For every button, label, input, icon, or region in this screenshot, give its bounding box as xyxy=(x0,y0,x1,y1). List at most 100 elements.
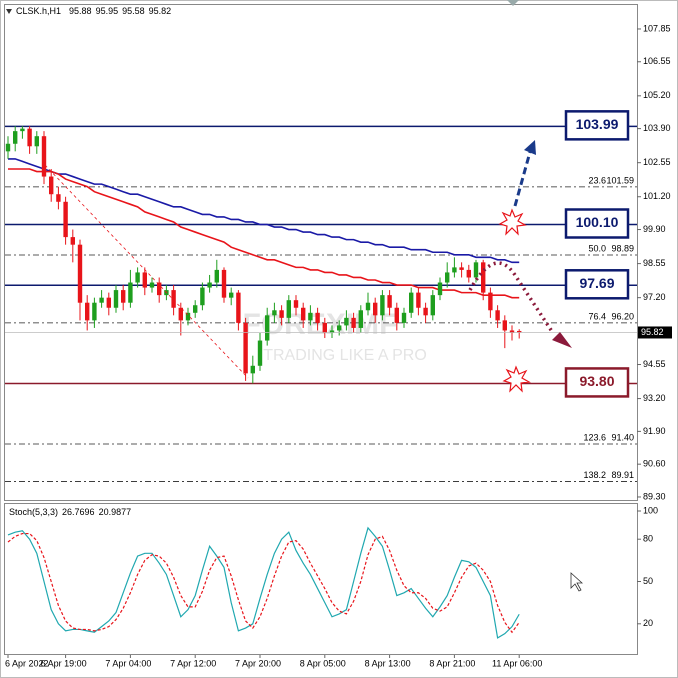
candle-body xyxy=(481,262,486,293)
x-tick-label: 7 Apr 04:00 xyxy=(105,658,151,668)
x-tick-label: 7 Apr 20:00 xyxy=(235,658,281,668)
candle-body xyxy=(70,237,75,245)
candle-body xyxy=(13,131,18,144)
y-tick-label: 97.20 xyxy=(643,292,666,302)
stoch-line xyxy=(7,532,520,634)
candle-body xyxy=(77,244,83,303)
candle-body xyxy=(178,307,183,321)
candle-body xyxy=(214,269,219,283)
x-tick-label: 11 Apr 06:00 xyxy=(492,658,542,668)
candle-body xyxy=(423,307,428,316)
candle-body xyxy=(293,300,299,308)
stoch-line xyxy=(7,526,520,639)
candle-body xyxy=(185,312,191,321)
candle-body xyxy=(380,295,385,316)
trend-line xyxy=(44,164,249,379)
candle-body xyxy=(171,290,176,308)
candle-body xyxy=(113,290,119,308)
candle-body xyxy=(502,320,507,331)
y-tick-label: 50 xyxy=(643,576,653,586)
candle-body xyxy=(416,292,421,308)
high-value: 95.95 xyxy=(96,6,119,16)
y-tick-label: 98.55 xyxy=(643,258,666,268)
y-tick-label: 107.85 xyxy=(643,23,671,33)
y-tick-label: 80 xyxy=(643,534,653,544)
y-tick-label: 90.60 xyxy=(643,459,666,469)
candle-body xyxy=(236,292,241,323)
candle-body xyxy=(135,272,140,283)
x-tick-label: 8 Apr 05:00 xyxy=(300,658,346,668)
candle-body xyxy=(149,282,155,288)
y-tick-label: 101.20 xyxy=(643,191,671,201)
moving-average xyxy=(8,168,520,299)
up-arrow xyxy=(513,151,532,207)
candle-body xyxy=(351,317,356,328)
mouse-cursor xyxy=(570,572,584,592)
candle-body xyxy=(142,272,147,288)
candle-body xyxy=(329,330,335,333)
candle-body xyxy=(509,330,515,333)
fib-ratio: 138.2 xyxy=(583,470,606,480)
candle-body xyxy=(466,269,471,278)
stoch-title: Stoch(5,3,3) xyxy=(9,507,58,517)
candle-body xyxy=(409,292,414,313)
candle-body xyxy=(128,282,133,303)
candle-body xyxy=(221,269,227,298)
chart-header: CLSK.h,H1 95.88 95.95 95.58 95.82 xyxy=(16,6,171,16)
y-tick-label: 106.55 xyxy=(643,56,671,66)
candle-body xyxy=(337,325,342,331)
candle-body xyxy=(250,365,255,374)
candle-body xyxy=(92,302,97,321)
fib-price: 91.40 xyxy=(611,432,634,442)
candle-body xyxy=(265,315,270,341)
y-tick-label: 99.90 xyxy=(643,224,666,234)
level-box xyxy=(564,110,630,141)
open-value: 95.88 xyxy=(69,6,92,16)
candle-body xyxy=(459,267,464,270)
stoch-signal-value: 20.9877 xyxy=(99,507,132,517)
level-label: 97.69 xyxy=(579,275,614,291)
candle-body xyxy=(200,287,205,306)
y-tick-label: 102.55 xyxy=(643,157,671,167)
candle-body xyxy=(207,282,212,288)
fib-price: 101.59 xyxy=(606,175,634,185)
down-arrow xyxy=(468,261,555,334)
low-value: 95.58 xyxy=(122,6,145,16)
candle-body xyxy=(106,297,111,308)
candle-body xyxy=(517,330,522,333)
fib-ratio: 50.0 xyxy=(588,243,606,253)
candle-body xyxy=(279,310,284,318)
fib-price: 96.20 xyxy=(611,311,634,321)
level-label: 93.80 xyxy=(579,373,614,389)
price-panel xyxy=(4,4,638,501)
candle-body xyxy=(488,292,493,311)
candle-body xyxy=(495,310,500,321)
candle-body xyxy=(243,322,248,374)
watermark-slogan: TRADING LIKE A PRO xyxy=(263,347,427,364)
candle-body xyxy=(387,295,392,308)
scroll-marker xyxy=(507,0,519,6)
candle-body xyxy=(301,307,306,321)
fib-price: 98.89 xyxy=(611,243,634,253)
candle-body xyxy=(452,267,457,273)
candle-body xyxy=(34,136,39,147)
level-box xyxy=(564,367,630,398)
candle-body xyxy=(257,340,263,366)
candle-body xyxy=(49,176,54,195)
candle-body xyxy=(401,312,407,323)
symbol: CLSK.h,H1 xyxy=(16,6,61,16)
fib-ratio: 23.6 xyxy=(588,175,606,185)
y-tick-label: 100 xyxy=(643,505,658,515)
candle-body xyxy=(286,300,291,318)
x-tick-label: 6 Apr 19:00 xyxy=(41,658,87,668)
candle-body xyxy=(41,136,47,177)
candle-body xyxy=(473,262,479,278)
candle-body xyxy=(394,307,399,323)
candle-body xyxy=(445,272,450,283)
candle-body xyxy=(308,312,313,321)
x-tick-label: 7 Apr 12:00 xyxy=(170,658,216,668)
close-value: 95.82 xyxy=(149,6,172,16)
x-tick-label: 6 Apr 2022 xyxy=(5,658,49,668)
candle-body xyxy=(358,310,363,328)
